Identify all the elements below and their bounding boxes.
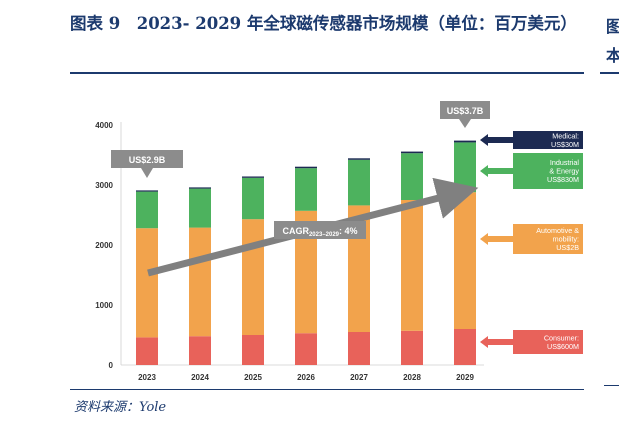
x-tick-label: 2023 bbox=[138, 373, 156, 382]
right-edge-text: 图 本 bbox=[606, 17, 619, 65]
legend-box-automotive bbox=[513, 224, 583, 254]
x-tick-label: 2029 bbox=[456, 373, 474, 382]
bar-segment-consumer bbox=[295, 333, 317, 365]
legend-label-automotive: Automotive & mobility: US$2B bbox=[536, 226, 579, 252]
bar-segment-medical bbox=[348, 158, 370, 160]
right-edge-rule-bottom bbox=[604, 385, 619, 386]
x-tick-label: 2024 bbox=[191, 373, 209, 382]
start-total-callout bbox=[111, 150, 183, 178]
legend-label-medical: Medical: US$30M bbox=[551, 131, 579, 149]
bar-segment-industrial bbox=[136, 191, 158, 229]
bar-segment-automotive bbox=[401, 200, 423, 331]
right-edge-rule bbox=[600, 72, 619, 74]
legend-label-line: US$600M bbox=[547, 342, 579, 351]
bar-segment-automotive bbox=[454, 192, 476, 329]
bar-segment-automotive bbox=[295, 210, 317, 334]
legend-box-industrial bbox=[513, 153, 583, 189]
bars bbox=[136, 140, 476, 365]
legend-label-line: Consumer: bbox=[544, 333, 579, 342]
bar-segment-medical bbox=[136, 190, 158, 192]
source-note: 资料来源：Yole bbox=[74, 400, 167, 415]
bar-segment-medical bbox=[295, 166, 317, 169]
cagr-value: : 4% bbox=[339, 226, 358, 236]
y-tick-label: 2000 bbox=[95, 241, 113, 250]
y-axis-ticks: 0 1000 2000 3000 4000 bbox=[95, 121, 113, 370]
bar-segment-industrial bbox=[454, 142, 476, 193]
y-tick-label: 0 bbox=[109, 361, 114, 370]
bar-segment-consumer bbox=[348, 332, 370, 365]
legend-arrow-industrial bbox=[480, 165, 513, 177]
legend-arrow-consumer bbox=[480, 336, 513, 348]
legend-label-line: US$2B bbox=[556, 243, 579, 252]
legend-label-line: US$30M bbox=[551, 140, 579, 149]
legend-label-line: US$830M bbox=[547, 175, 579, 184]
legend-arrow-automotive bbox=[480, 233, 513, 245]
legend: Medical: US$30M Industrial & Energy US$830M A… bbox=[480, 131, 583, 354]
y-tick-label: 4000 bbox=[95, 121, 113, 130]
cagr-period: 2023–2029 bbox=[309, 232, 340, 238]
bar-segment-medical bbox=[242, 176, 264, 178]
annotations: US$2.9B US$3.7B CAGR2023–2029: 4% bbox=[111, 101, 490, 277]
figure-title: 图表 9 2023- 2029 年全球磁传感器市场规模（单位：百万美元） bbox=[70, 14, 577, 33]
y-tick-label: 1000 bbox=[95, 301, 113, 310]
bar-segment-consumer bbox=[242, 335, 264, 365]
legend-label-line: Medical: bbox=[552, 131, 579, 140]
cagr-prefix: CAGR bbox=[282, 226, 309, 236]
legend-label-consumer: Consumer: US$600M bbox=[544, 333, 579, 351]
cagr-label: CAGR2023–2029: 4% bbox=[282, 226, 357, 238]
bar-segment-industrial bbox=[348, 159, 370, 206]
bar-segment-medical bbox=[189, 187, 211, 189]
bar-segment-consumer bbox=[189, 336, 211, 365]
source-rule bbox=[70, 389, 584, 390]
legend-label-industrial: Industrial & Energy US$830M bbox=[547, 158, 579, 184]
start-total-label: US$2.9B bbox=[129, 155, 166, 165]
bar-segment-automotive bbox=[136, 228, 158, 338]
bar-segment-medical bbox=[401, 151, 423, 154]
x-axis-ticks: 2023 2024 2025 2026 2027 2028 2029 bbox=[138, 373, 474, 382]
y-tick-label: 3000 bbox=[95, 181, 113, 190]
bar-segment-industrial bbox=[189, 188, 211, 228]
x-tick-label: 2028 bbox=[403, 373, 421, 382]
bar-segment-industrial bbox=[401, 153, 423, 200]
bar-segment-industrial bbox=[295, 168, 317, 211]
legend-label-line: mobility: bbox=[553, 235, 579, 244]
bar-segment-consumer bbox=[401, 330, 423, 365]
legend-box-medical bbox=[513, 131, 583, 149]
bar-segment-automotive bbox=[189, 227, 211, 337]
legend-arrow-medical bbox=[480, 134, 513, 146]
end-total-label: US$3.7B bbox=[447, 106, 484, 116]
x-tick-label: 2027 bbox=[350, 373, 368, 382]
x-tick-label: 2025 bbox=[244, 373, 262, 382]
legend-label-line: & Energy bbox=[549, 167, 579, 176]
end-total-callout bbox=[440, 101, 490, 128]
title-rule bbox=[70, 72, 584, 74]
bar-segment-consumer bbox=[454, 329, 476, 365]
legend-box-consumer bbox=[513, 330, 583, 354]
legend-label-line: Automotive & bbox=[536, 226, 579, 235]
legend-label-line: Industrial bbox=[550, 158, 580, 167]
bar-segment-medical bbox=[454, 140, 476, 143]
bar-segment-consumer bbox=[136, 337, 158, 365]
bar-segment-automotive bbox=[242, 219, 264, 335]
x-tick-label: 2026 bbox=[297, 373, 315, 382]
cagr-label-box bbox=[274, 221, 366, 239]
bar-segment-industrial bbox=[242, 177, 264, 220]
